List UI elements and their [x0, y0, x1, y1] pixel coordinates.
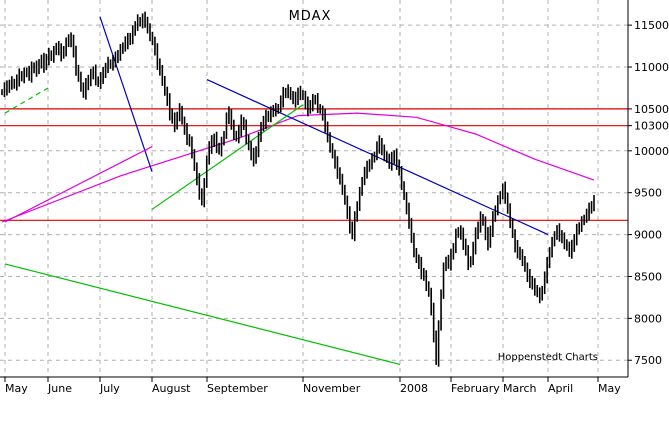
moving-average-layer	[1, 112, 595, 223]
chart-credit: Hoppenstedt Charts	[498, 352, 598, 363]
x-tick-label: February	[451, 382, 500, 395]
trendline	[4, 263, 401, 366]
y-tick-label: 9500	[634, 187, 662, 200]
x-tick-label: November	[303, 382, 361, 395]
x-tick-label: April	[548, 382, 573, 395]
trendline	[99, 16, 153, 172]
y-tick-label: 9000	[634, 229, 662, 242]
y-tick-label: 11000	[634, 61, 669, 74]
x-axis-ticks: May June July August September November 2008 Fe…	[4, 377, 621, 395]
x-tick-label: March	[503, 382, 537, 395]
x-tick-label: May	[5, 382, 28, 395]
moving-average-line	[1, 112, 595, 223]
trendline	[151, 104, 304, 210]
y-tick-label: 8000	[634, 312, 662, 325]
y-tick-label: 8500	[634, 270, 662, 283]
x-tick-label: August	[152, 382, 191, 395]
trendline	[4, 146, 153, 223]
y-tick-label: 10500	[634, 103, 669, 116]
x-tick-label: September	[207, 382, 268, 395]
x-tick-label: June	[47, 382, 72, 395]
horizontal-levels	[0, 108, 628, 221]
x-tick-label: 2008	[400, 382, 428, 395]
grid-lines	[0, 0, 628, 377]
y-tick-label: 11500	[634, 19, 669, 32]
y-tick-label: 7500	[634, 354, 662, 367]
y-tick-label: 10000	[634, 145, 669, 158]
x-tick-label: July	[99, 382, 120, 395]
price-bars-layer	[1, 11, 595, 367]
y-tick-label: 10300	[634, 120, 669, 133]
chart-title: MDAX	[289, 9, 332, 24]
x-tick-label: May	[598, 382, 621, 395]
y-axis-ticks: 7500 8000 8500 9000 9500 10000 10300 10500 11000…	[628, 19, 669, 367]
